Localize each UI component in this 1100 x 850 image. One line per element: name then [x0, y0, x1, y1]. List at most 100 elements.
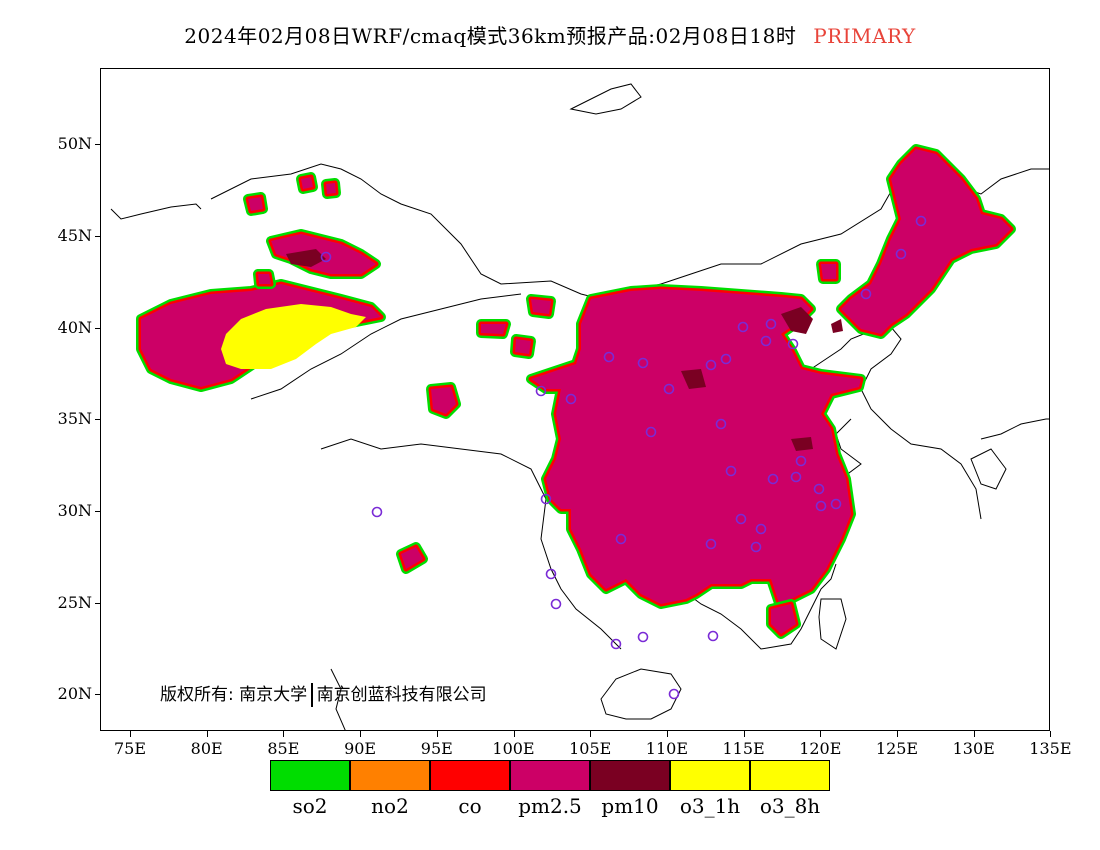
pm10-xinjiang-north: [286, 249, 326, 267]
station-marker: [915, 215, 927, 227]
x-tick-label: 115E: [722, 739, 765, 758]
junggar-patch-pm25: [248, 197, 263, 211]
legend-label: co: [458, 794, 482, 818]
station-marker: [540, 493, 552, 505]
station-marker: [535, 385, 547, 397]
ningxia-patch-pm25: [515, 339, 531, 354]
station-marker: [320, 251, 332, 263]
legend-label: o3_8h: [759, 794, 821, 818]
xinjiang-north-pm25: [271, 234, 376, 274]
x-tick-mark: [897, 731, 898, 737]
station-marker: [813, 483, 825, 495]
x-tick-mark: [1050, 731, 1052, 737]
y-tick-label: 20N: [57, 684, 92, 703]
altai-patch-1-pm25: [301, 177, 313, 189]
legend-swatch-pm25: [510, 760, 590, 791]
x-tick-label: 95E: [420, 739, 453, 758]
x-tick-label: 85E: [267, 739, 300, 758]
station-marker: [603, 351, 615, 363]
fujian-patch-pm25: [771, 604, 796, 634]
legend-label: pm10: [601, 794, 659, 818]
station-marker: [815, 500, 827, 512]
station-marker: [735, 513, 747, 525]
y-tick-mark: [95, 144, 101, 145]
station-marker: [895, 248, 907, 260]
legend-label: no2: [371, 794, 409, 818]
y-tick-label: 25N: [57, 593, 92, 612]
station-marker: [707, 630, 719, 642]
east-china-pm25: [531, 289, 861, 609]
x-tick-mark: [513, 731, 515, 737]
x-tick-label: 125E: [875, 739, 919, 758]
legend-labels: so2 no2 co pm2.5 pm10 o3_1h o3_8h: [270, 794, 830, 818]
legend-swatch-o38h: [750, 760, 830, 791]
legend-swatch-so2: [270, 760, 350, 791]
x-tick-label: 120E: [799, 739, 842, 758]
y-tick-mark: [95, 236, 101, 237]
x-tick-mark: [590, 731, 592, 737]
x-tick-mark: [666, 731, 668, 737]
map-title: 2024年02月08日WRF/cmaq模式36km预报产品:02月08日18时 …: [0, 20, 1100, 49]
station-marker: [545, 568, 557, 580]
x-tick-label: 105E: [569, 739, 612, 758]
copyright-divider: [311, 683, 313, 707]
station-marker: [765, 318, 777, 330]
y-tick-label: 45N: [57, 226, 92, 245]
pm10-liaoning: [831, 319, 843, 333]
station-marker: [705, 538, 717, 550]
station-marker: [610, 638, 622, 650]
station-marker: [615, 533, 627, 545]
station-marker: [715, 418, 727, 430]
station-marker: [767, 473, 779, 485]
y-tick-label: 50N: [57, 134, 92, 153]
station-marker: [565, 393, 577, 405]
copyright-note: 版权所有: 南京大学 南京创蓝科技有限公司: [160, 680, 487, 707]
x-tick-label: 90E: [344, 739, 377, 758]
station-marker: [637, 357, 649, 369]
pollutant-patches: [136, 144, 1016, 639]
o3-region: [221, 304, 366, 369]
station-marker: [371, 506, 383, 518]
station-marker: [750, 541, 762, 553]
legend-label: so2: [292, 794, 328, 818]
color-legend: [270, 760, 830, 791]
station-marker: [755, 523, 767, 535]
hebei-patch-pm25: [821, 264, 836, 279]
map-panel: [100, 68, 1050, 731]
qinghai-patch-pm25: [431, 387, 456, 414]
pm10-jiangsu: [791, 437, 813, 451]
station-marker: [737, 321, 749, 333]
station-marker: [860, 288, 872, 300]
tibet-patch-pm25: [401, 547, 423, 569]
x-tick-label: 135E: [1029, 739, 1072, 758]
station-marker: [663, 383, 675, 395]
x-tick-mark: [360, 731, 362, 737]
x-tick-mark: [743, 731, 745, 737]
station-marker: [760, 335, 772, 347]
legend-swatch-o31h: [670, 760, 750, 791]
monitoring-stations: [320, 215, 927, 700]
legend-swatch-no2: [350, 760, 430, 791]
inner-mongolia-patch-pm25: [481, 324, 506, 334]
x-tick-mark: [436, 731, 438, 737]
station-marker: [790, 471, 802, 483]
x-tick-mark: [820, 731, 822, 737]
station-marker: [705, 359, 717, 371]
x-tick-mark: [206, 731, 208, 737]
station-marker: [787, 338, 799, 350]
station-marker: [550, 598, 562, 610]
y-tick-label: 40N: [57, 318, 92, 337]
pollutant-map: [110, 83, 1049, 730]
altai-patch-2-pm25: [326, 183, 336, 194]
x-tick-label: 75E: [113, 739, 147, 758]
legend-label: o3_1h: [679, 794, 741, 818]
copyright-right: 南京创蓝科技有限公司: [316, 685, 487, 705]
y-tick-label: 30N: [57, 501, 92, 520]
pm10-shanxi: [681, 369, 706, 389]
title-primary-tag: PRIMARY: [813, 24, 916, 48]
x-tick-label: 130E: [952, 739, 995, 758]
y-tick-mark: [95, 603, 101, 604]
y-tick-mark: [95, 419, 101, 420]
y-tick-mark: [95, 694, 101, 695]
x-tick-mark: [283, 731, 285, 737]
